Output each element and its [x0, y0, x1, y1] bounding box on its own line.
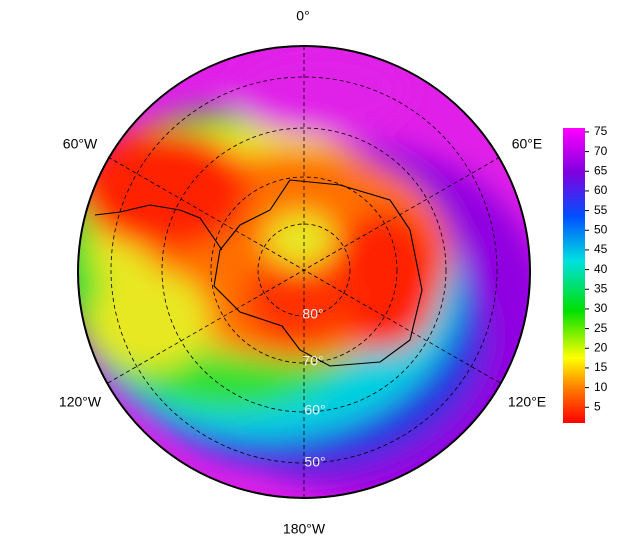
colorbar-tick-label: 10 — [594, 380, 608, 394]
latitude-label: 80° — [302, 306, 323, 322]
coastline — [94, 179, 423, 367]
colorbar-tick-label: 45 — [594, 242, 608, 256]
colorbar — [563, 128, 585, 423]
longitude-label: 180°W — [283, 521, 326, 537]
latitude-label: 70° — [302, 353, 323, 369]
colorbar-tick-label: 20 — [594, 340, 608, 354]
latitude-label: 50° — [304, 454, 325, 470]
longitude-label: 120°W — [59, 394, 102, 410]
colorbar-tick-label: 55 — [594, 203, 608, 217]
colorbar-tick-label: 25 — [594, 321, 608, 335]
colorbar-tick-label: 40 — [594, 262, 608, 276]
colorbar-tick-label: 75 — [594, 124, 608, 138]
map-border — [77, 45, 531, 499]
latitude-label: 60° — [304, 402, 325, 418]
longitude-label: 60°W — [63, 136, 98, 152]
colorbar-tick-label: 50 — [594, 222, 608, 236]
graticule — [107, 46, 501, 498]
colorbar-tick-label: 65 — [594, 163, 608, 177]
colorbar-tick-label: 35 — [594, 281, 608, 295]
colorbar-tick-label: 15 — [594, 360, 608, 374]
longitude-label: 0° — [296, 8, 309, 24]
colorbar-tick-label: 5 — [594, 399, 601, 413]
colorbar-tick-label: 60 — [594, 183, 608, 197]
field — [78, 46, 530, 498]
longitude-label: 60°E — [512, 136, 543, 152]
longitude-label: 120°E — [508, 394, 546, 410]
colorbar-tick-label: 30 — [594, 301, 608, 315]
colorbar-tick-label: 70 — [594, 144, 608, 158]
